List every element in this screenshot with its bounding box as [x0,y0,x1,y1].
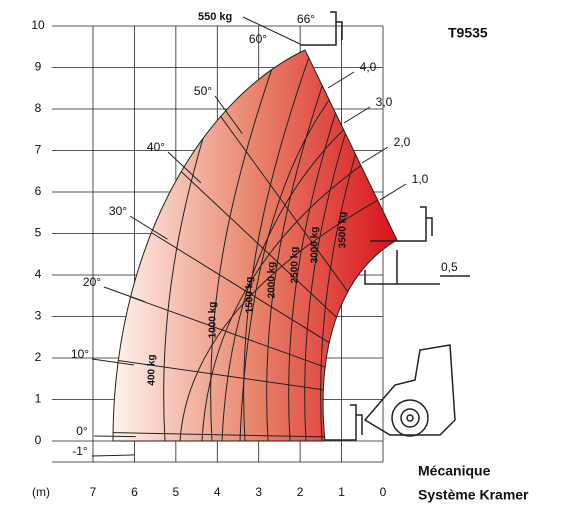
load-label: 400 kg [147,354,158,385]
y-tick-label: 0 [35,433,42,447]
machine [300,11,470,441]
angle-label: 0° [76,424,88,438]
extension-label: 4,0 [360,60,377,74]
y-tick-label: 3 [35,309,42,323]
angle-label: 66° [297,12,315,26]
y-tick-label: 9 [35,60,42,74]
extension-label: 2,0 [394,135,411,149]
load-label: 1000 kg [208,302,219,339]
model: T9535 [448,25,488,41]
load-label: 3500 kg [338,212,349,249]
leader [242,16,301,45]
axis-unit: (m) [32,485,50,499]
extension-label: 1,0 [412,172,429,186]
angle-leader [93,435,136,438]
y-tick-label: 8 [35,101,42,115]
y-tick-label: 10 [31,18,45,32]
x-tick-label: 4 [214,485,221,499]
load-curve [243,50,316,441]
x-tick-label: 7 [90,485,97,499]
angle-leader [167,151,202,184]
load-curve [210,50,283,441]
angle-line [80,443,330,452]
angle-label: 50° [194,84,212,98]
angle-label: 30° [109,204,127,218]
load-curve [266,50,339,441]
y-tick-label: 6 [35,184,42,198]
extension-arc [179,187,397,441]
angle-label: 60° [249,32,267,46]
caption: Mécanique [418,463,491,479]
load-label: 2000 kg [267,262,278,299]
load-label: 2500 kg [290,247,301,284]
load-label: 1500 kg [245,277,256,314]
y-tick-label: 7 [35,143,42,157]
x-tick-label: 5 [173,485,180,499]
x-tick-label: 2 [297,485,304,499]
y-tick-label: 4 [35,267,42,281]
x-tick-label: 3 [255,485,262,499]
offset-label: 0,5 [441,260,458,274]
angle-leader [129,215,168,240]
angle-label: 40° [147,140,165,154]
caption: Système Kramer [418,487,529,503]
y-tick-label: 2 [35,350,42,364]
leader [343,106,371,124]
y-tick-label: 5 [35,226,42,240]
x-tick-label: 1 [338,485,345,499]
angle-label: -1° [72,444,88,458]
angle-label: 10° [71,347,89,361]
y-tick-label: 1 [35,392,42,406]
top-load: 550 kg [198,11,232,23]
leader [379,183,407,201]
angle-label: 20° [83,275,101,289]
angle-leader [91,358,135,366]
angle-leader [214,95,243,134]
angle-leader [103,286,145,303]
angle-leader [91,454,135,457]
x-tick-label: 6 [131,485,138,499]
extension-label: 3,0 [376,95,393,109]
leader [361,146,389,164]
angle-line [113,431,331,438]
leader [327,71,355,89]
x-tick-label: 0 [380,485,387,499]
load-label: 3000 kg [310,227,321,264]
extension-arc [221,110,365,441]
